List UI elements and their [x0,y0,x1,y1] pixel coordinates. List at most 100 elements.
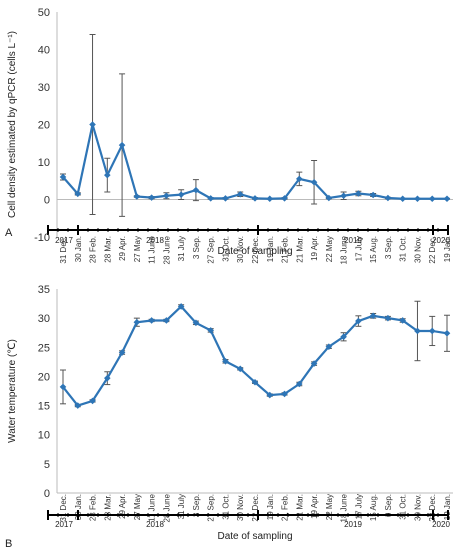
x-tick-label: 15 Aug. [369,236,378,263]
data-point [443,329,451,337]
data-point [281,195,288,202]
x-tick-label: 22 Dec. [251,494,260,522]
x-tick-label: 28 Mar. [103,236,112,263]
panel-label: A [5,227,13,239]
y-tick-label: 25 [38,342,50,354]
y-tick-label: 40 [38,45,50,57]
x-tick-label: 27 Sep. [207,236,216,264]
data-point [148,317,155,324]
y-tick-label: 10 [38,157,50,169]
data-point [163,317,170,324]
data-point [89,397,96,405]
x-tick-label: 22 May [325,494,334,520]
y-axis-label: Water temperature (℃) [7,339,18,443]
series-line [62,304,448,407]
y-tick-label: -10 [34,232,50,244]
data-point [104,374,111,382]
x-tick-label: 30 Nov. [413,236,422,263]
chart-panel-b: Water temperature (℃) 31 Dec. 30 Jan. 28 Fe… [5,289,453,550]
data-point [296,380,303,388]
year-label: 2018 [146,236,164,245]
year-label: 2020 [432,520,450,529]
data-point [207,327,214,334]
data-point [59,173,67,181]
data-point [355,190,362,197]
data-point [266,391,274,399]
x-tick-label: 18 June [340,235,349,264]
data-point [236,190,244,198]
x-tick-label: 11 June [148,493,157,521]
x-tick-label: 21 Mar. [295,236,304,263]
data-point [133,318,141,326]
x-tick-label: 28 June [162,235,171,264]
x-tick-label: 31 Dec. [59,494,68,522]
data-point [118,349,126,356]
y-tick-label: 10 [38,430,50,442]
data-point [384,314,392,322]
data-point [222,195,229,202]
data-point [414,195,421,203]
data-point [192,319,200,327]
x-tick-label: 22 Dec. [428,494,437,522]
y-axis-label: Cell density estimated by qPCR (cells L⁻… [7,31,18,218]
x-tick-label: 17 July [354,236,363,261]
x-tick-label: 22 Dec. [251,236,260,264]
data-point [325,194,333,202]
data-point [384,194,392,202]
x-tick-label: 28 Mar. [103,494,112,521]
x-tick-label: 22 Dec. [428,236,437,264]
x-tick-label: 31 July [177,494,186,519]
data-point [296,175,303,183]
x-tick-label: 27 May [133,494,142,520]
x-tick-label: 3 Sep. [384,236,393,259]
data-point [177,303,185,310]
data-point [251,378,259,386]
x-tick-label: 21 Feb. [281,236,290,263]
y-tick-label: 20 [38,371,50,383]
data-point [148,194,155,201]
data-point [251,195,259,202]
data-point [443,195,451,203]
x-tick-label: 31 July [177,236,186,261]
x-tick-label: 15 Aug. [369,494,378,521]
year-label: 2017 [55,520,73,529]
data-point [163,192,170,200]
data-point [399,195,406,203]
x-tick-label: 3 Sep. [192,494,201,517]
year-label: 2020 [432,236,450,245]
y-tick-label: 0 [44,195,50,207]
x-tick-label: 19 Jan. [266,494,275,520]
x-tick-label: 3 Sep. [384,494,393,517]
x-tick-label: 11 June [148,235,157,263]
y-tick-label: 20 [38,120,50,132]
x-tick-label: 18 June [340,493,349,522]
x-tick-label: 28 Feb. [89,494,98,521]
y-tick-label: 0 [44,488,50,500]
data-point [310,178,318,186]
data-point [281,390,288,398]
x-tick-label: 28 Feb. [89,236,98,263]
data-point [266,195,274,203]
data-point [340,192,347,200]
x-tick-label: 30 Nov. [236,236,245,263]
data-point [104,171,111,179]
y-tick-label: 50 [38,7,50,19]
data-point [133,193,141,200]
x-tick-label: 22 May [325,236,334,262]
data-point [369,312,377,320]
x-tick-label: 31 Oct. [221,236,230,262]
data-point [325,343,333,351]
data-point [399,317,406,324]
x-tick-label: 30 Jan. [74,494,83,520]
data-point [428,195,436,203]
y-tick-label: 15 [38,401,50,413]
x-tick-label: 31 Oct. [399,494,408,520]
year-label: 2019 [344,520,362,529]
data-point [340,333,347,341]
x-tick-label: 31 Oct. [399,236,408,262]
x-tick-label: 21 Feb. [281,494,290,521]
x-tick-label: 30 Nov. [413,494,422,521]
data-point [222,357,229,365]
x-tick-label: 19 Apr. [310,494,319,519]
y-tick-label: 35 [38,284,50,296]
